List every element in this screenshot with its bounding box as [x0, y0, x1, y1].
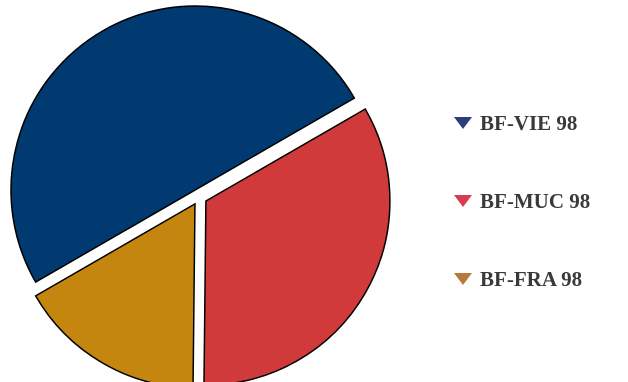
legend-label-bf-fra: BF-FRA 98: [480, 266, 583, 291]
legend-label-bf-muc: BF-MUC 98: [480, 188, 591, 213]
legend-item-bf-vie: BF-VIE 98: [452, 108, 628, 138]
legend-marker-bf-muc: [454, 195, 472, 207]
legend-label-bf-vie: BF-VIE 98: [480, 110, 578, 135]
legend-item-bf-fra: BF-FRA 98: [452, 264, 628, 294]
chart-legend: BF-VIE 98 BF-MUC 98 BF-FRA 98: [452, 108, 628, 342]
legend-marker-bf-fra: [454, 273, 472, 285]
legend-item-bf-muc: BF-MUC 98: [452, 186, 628, 216]
pie-plot-area: [10, 5, 391, 382]
pie-slice-bf-vie: [10, 5, 356, 284]
pie-slice-bf-fra: [34, 202, 196, 382]
legend-marker-bf-vie: [454, 117, 472, 129]
pie-slice-bf-muc: [203, 108, 391, 382]
